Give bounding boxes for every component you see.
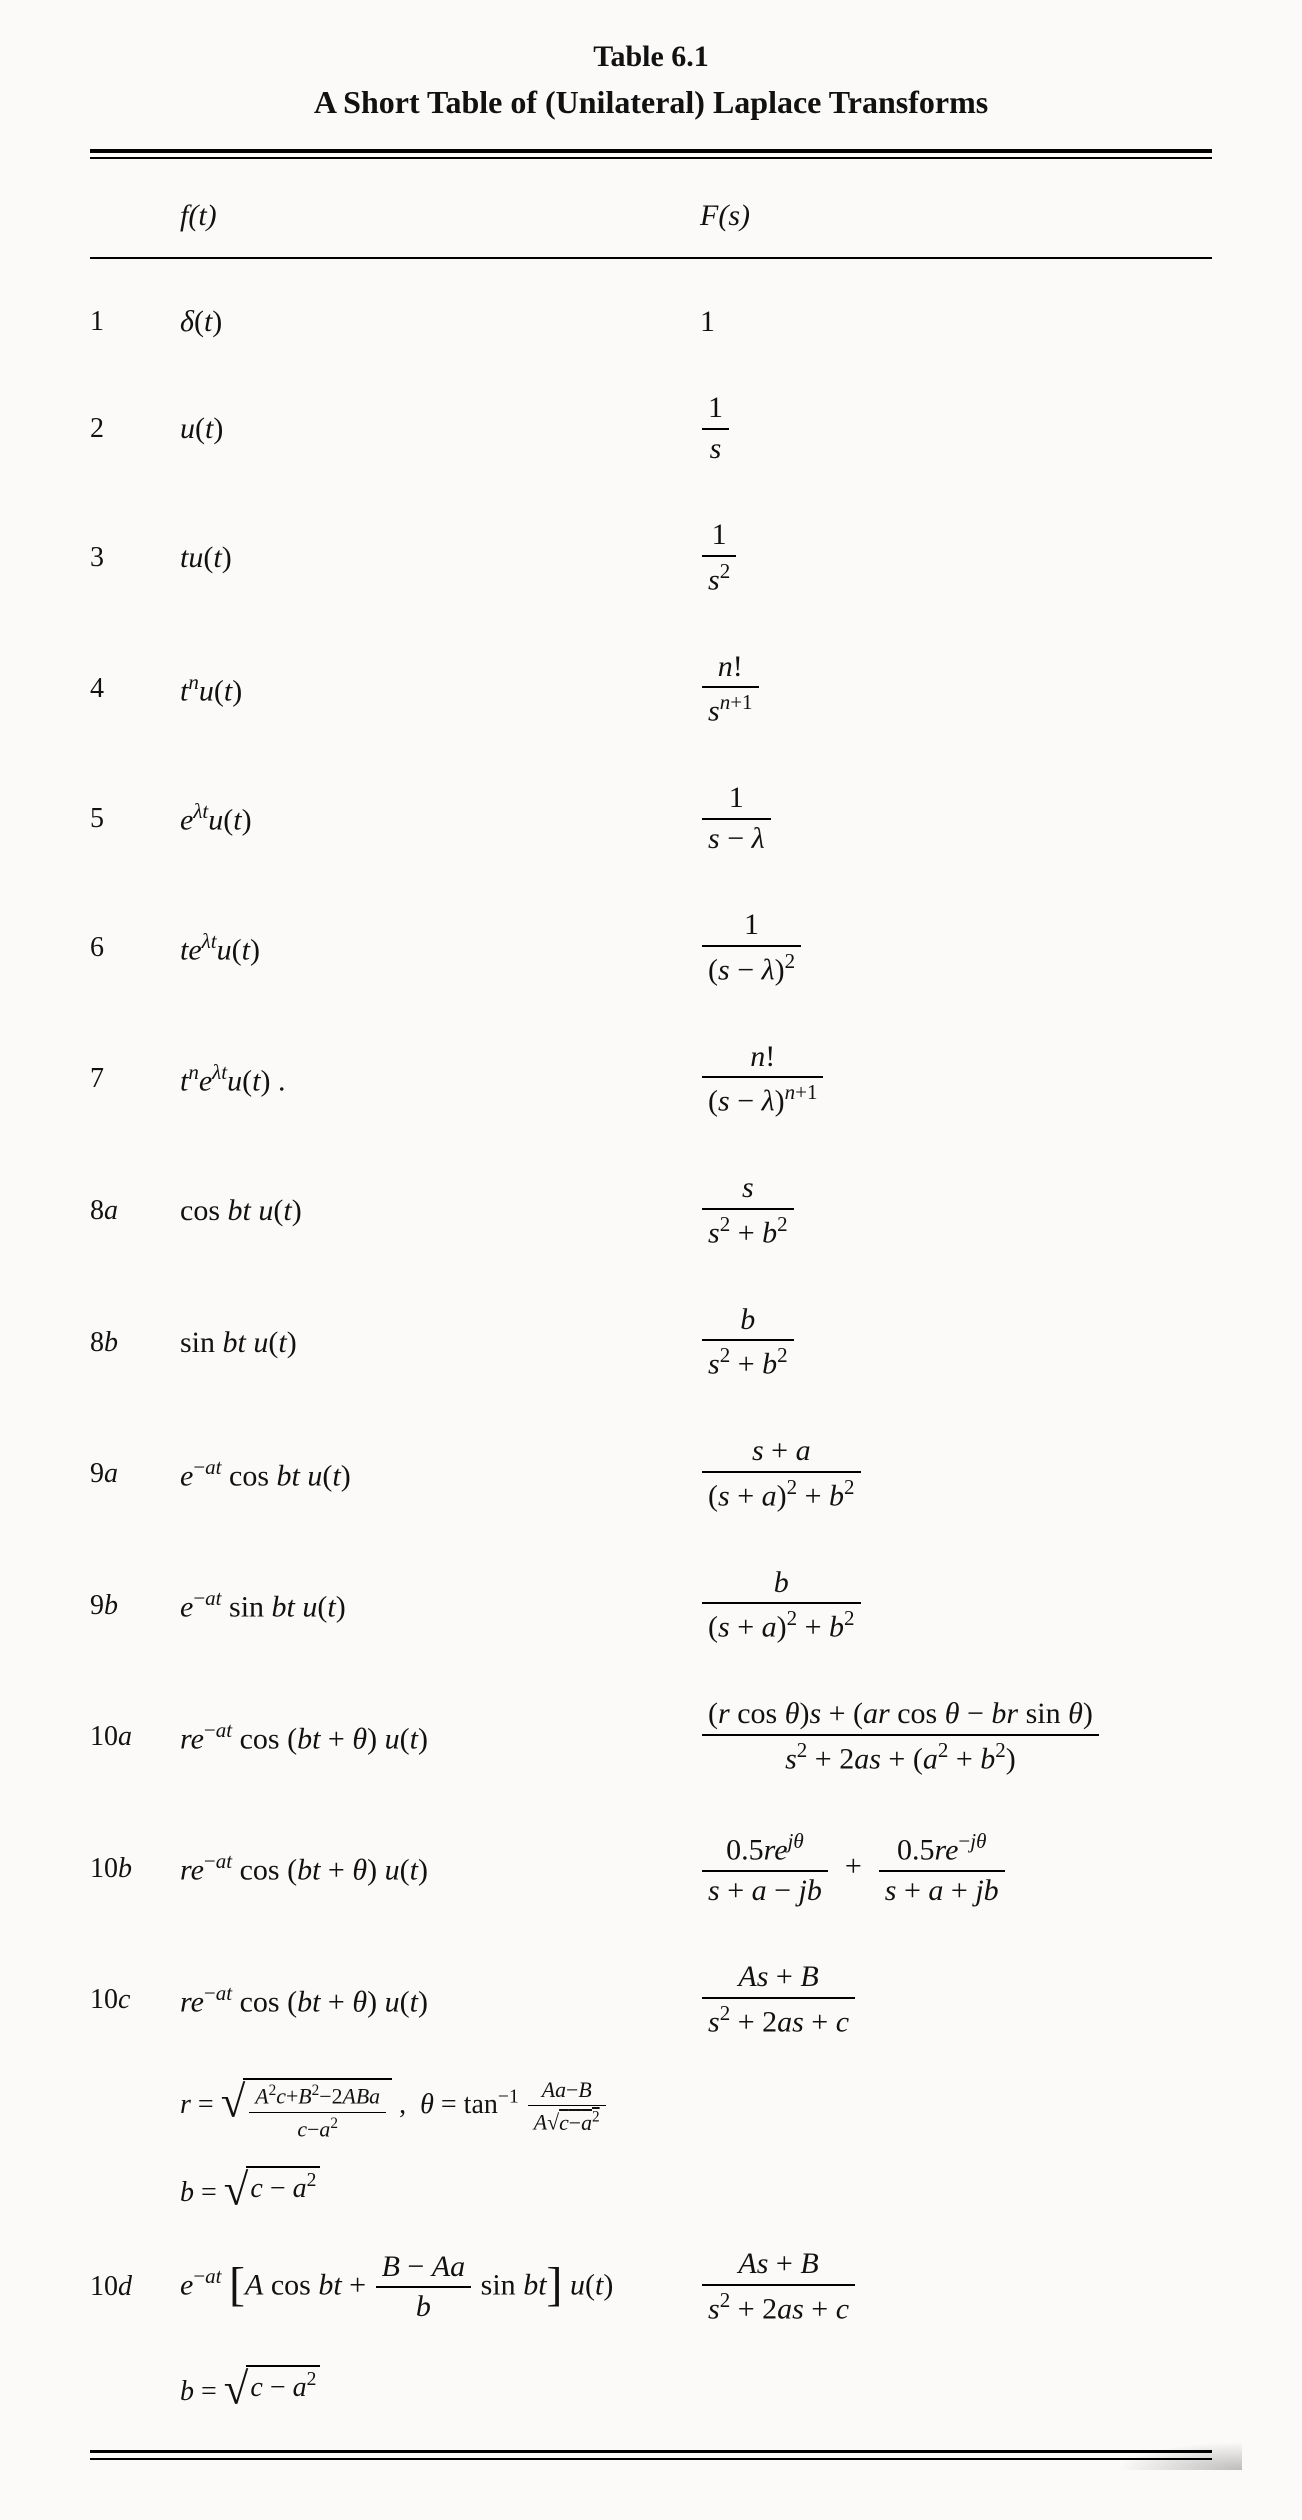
cell-fs: b(s + a)2 + b2 <box>700 1566 1212 1646</box>
table-body: 1δ(t)12u(t)1s3tu(t)1s24tnu(t)n!sn+15eλtu… <box>90 279 1212 2420</box>
cell-ft: re−at cos (bt + θ) u(t) <box>180 1718 700 1757</box>
table-row: 2u(t)1s <box>90 365 1212 492</box>
top-double-rule <box>90 149 1212 159</box>
cell-ft: e−at [A cos bt + B − Aab sin bt] u(t) <box>180 2250 700 2325</box>
table-row: 7tneλtu(t) .n!(s − λ)n+1 <box>90 1014 1212 1146</box>
table-row: 1δ(t)1 <box>90 279 1212 365</box>
row-number: 1 <box>90 306 180 338</box>
row-number: 9a <box>90 1458 180 1490</box>
row-number: 7 <box>90 1063 180 1095</box>
row-supplement: b = √c − a2 <box>90 2154 1212 2221</box>
title-block: Table 6.1 A Short Table of (Unilateral) … <box>90 40 1212 121</box>
row-number: 10d <box>90 2271 180 2303</box>
cell-ft: δ(t) <box>180 305 700 339</box>
table-row: 4tnu(t)n!sn+1 <box>90 624 1212 756</box>
row-number: 4 <box>90 673 180 705</box>
cell-ft: u(t) <box>180 412 700 446</box>
cell-ft: re−at cos (bt + θ) u(t) <box>180 1981 700 2020</box>
cell-ft: eλtu(t) <box>180 799 700 838</box>
row-number: 3 <box>90 542 180 574</box>
cell-ft: tnu(t) <box>180 670 700 709</box>
cell-fs: 1 <box>700 305 1212 339</box>
header-bottom-rule <box>90 257 1212 259</box>
row-number: 6 <box>90 932 180 964</box>
cell-fs: As + Bs2 + 2as + c <box>700 2247 1212 2327</box>
row-number: 10b <box>90 1853 180 1885</box>
table-number: Table 6.1 <box>90 40 1212 74</box>
cell-ft: tneλtu(t) . <box>180 1060 700 1099</box>
row-number: 9b <box>90 1590 180 1622</box>
table-row: 8acos bt u(t)ss2 + b2 <box>90 1145 1212 1277</box>
table-row: 9ae−at cos bt u(t)s + a(s + a)2 + b2 <box>90 1408 1212 1540</box>
page: Table 6.1 A Short Table of (Unilateral) … <box>0 0 1302 2520</box>
header-ft: f(t) <box>180 199 700 233</box>
cell-fs: (r cos θ)s + (ar cos θ − br sin θ)s2 + 2… <box>700 1697 1212 1777</box>
row-number: 5 <box>90 803 180 835</box>
cell-fs: bs2 + b2 <box>700 1303 1212 1383</box>
row-number: 8b <box>90 1327 180 1359</box>
cell-fs: s + a(s + a)2 + b2 <box>700 1434 1212 1514</box>
cell-fs: n!sn+1 <box>700 650 1212 730</box>
table-row: 3tu(t)1s2 <box>90 492 1212 624</box>
cell-fs: 1(s − λ)2 <box>700 908 1212 988</box>
row-supplement: r = √A2c+B2−2ABac−a2 , θ = tan−1 Aa−BA√c… <box>90 2066 1212 2154</box>
cell-fs: n!(s − λ)n+1 <box>700 1040 1212 1120</box>
bottom-rule-wrap <box>90 2450 1212 2460</box>
header-fs-label: F(s) <box>700 199 750 232</box>
table-row: 9be−at sin bt u(t)b(s + a)2 + b2 <box>90 1540 1212 1672</box>
row-number: 2 <box>90 413 180 445</box>
table-row: 10de−at [A cos bt + B − Aab sin bt] u(t)… <box>90 2221 1212 2353</box>
cell-ft: e−at sin bt u(t) <box>180 1586 700 1625</box>
cell-ft: e−at cos bt u(t) <box>180 1455 700 1494</box>
cell-ft: cos bt u(t) <box>180 1194 700 1228</box>
cell-fs: ss2 + b2 <box>700 1171 1212 1251</box>
cell-fs: 1s2 <box>700 518 1212 598</box>
table-row: 8bsin bt u(t)bs2 + b2 <box>90 1277 1212 1409</box>
cell-ft: sin bt u(t) <box>180 1326 700 1360</box>
table-row: 5eλtu(t)1s − λ <box>90 755 1212 882</box>
table-row: 10bre−at cos (bt + θ) u(t)0.5rejθs + a −… <box>90 1803 1212 1935</box>
row-supplement: b = √c − a2 <box>90 2353 1212 2420</box>
row-number: 10c <box>90 1984 180 2016</box>
bottom-double-rule <box>90 2450 1212 2460</box>
header-blank <box>90 199 180 233</box>
cell-ft: re−at cos (bt + θ) u(t) <box>180 1849 700 1888</box>
table-header-row: f(t) F(s) <box>90 159 1212 257</box>
cell-ft: teλtu(t) <box>180 929 700 968</box>
table-row: 10are−at cos (bt + θ) u(t)(r cos θ)s + (… <box>90 1671 1212 1803</box>
table-row: 10cre−at cos (bt + θ) u(t)As + Bs2 + 2as… <box>90 1934 1212 2066</box>
cell-ft: tu(t) <box>180 541 700 575</box>
row-number: 8a <box>90 1195 180 1227</box>
cell-fs: 1s <box>700 391 1212 466</box>
row-number: 10a <box>90 1721 180 1753</box>
table-caption: A Short Table of (Unilateral) Laplace Tr… <box>90 84 1212 121</box>
header-ft-label: f(t) <box>180 199 217 232</box>
table-row: 6teλtu(t)1(s − λ)2 <box>90 882 1212 1014</box>
cell-fs: As + Bs2 + 2as + c <box>700 1960 1212 2040</box>
cell-fs: 0.5rejθs + a − jb + 0.5re−jθs + a + jb <box>700 1829 1212 1909</box>
header-fs: F(s) <box>700 199 1212 233</box>
cell-fs: 1s − λ <box>700 781 1212 856</box>
